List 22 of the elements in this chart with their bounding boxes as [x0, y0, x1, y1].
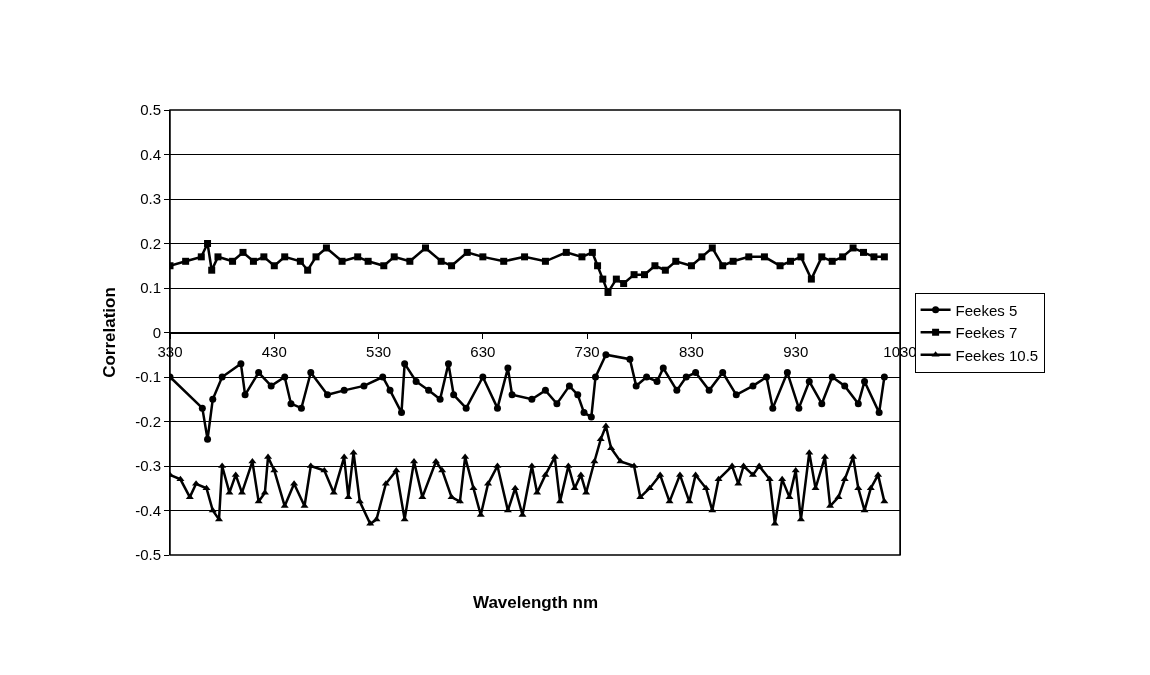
x-tick-label: 630 [470, 342, 496, 360]
x-tick-label: 430 [261, 342, 287, 360]
legend-label: Feekes 10.5 [955, 346, 1039, 364]
x-tick-label: 830 [678, 342, 704, 360]
y-tick-label: 0.4 [140, 145, 161, 163]
y-tick-label: -0.1 [135, 368, 161, 386]
legend-label: Feekes 7 [955, 324, 1018, 342]
y-tick-label: 0.5 [140, 101, 161, 119]
x-tick-label: 530 [366, 342, 392, 360]
x-axis-title: Wavelength nm [473, 593, 598, 612]
y-tick-label: -0.5 [135, 546, 161, 564]
y-tick-label: 0 [152, 323, 161, 341]
y-tick-label: 0.3 [140, 190, 161, 208]
y-tick-label: -0.2 [135, 412, 161, 430]
y-tick-label: -0.3 [135, 457, 161, 475]
legend-label: Feekes 5 [955, 301, 1018, 319]
y-tick-label: 0.1 [140, 279, 161, 297]
y-axis-title: Correlation [99, 287, 119, 378]
x-tick-label: 930 [783, 342, 809, 360]
x-tick-label: 730 [574, 342, 600, 360]
y-tick-label: 0.2 [140, 234, 161, 252]
y-tick-label: -0.4 [135, 501, 161, 519]
